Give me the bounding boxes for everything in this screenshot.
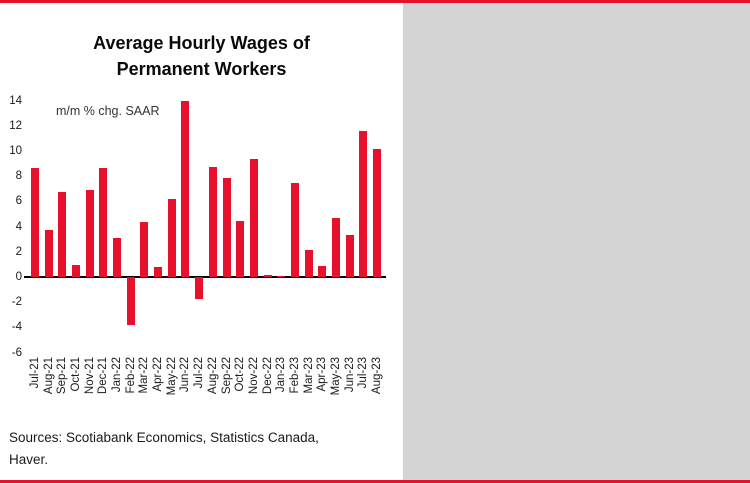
x-tick-label: Jul-22 bbox=[193, 357, 206, 389]
bottom-accent-border bbox=[0, 480, 750, 483]
x-tick-label: Jul-23 bbox=[357, 357, 370, 389]
chart-title: Average Hourly Wages of Permanent Worker… bbox=[0, 30, 403, 82]
bar bbox=[126, 277, 135, 326]
bar bbox=[359, 131, 368, 278]
x-tick-label: Apr-23 bbox=[316, 357, 329, 392]
bar bbox=[208, 166, 217, 278]
y-tick-label: 14 bbox=[9, 94, 22, 107]
x-tick-label: Oct-21 bbox=[69, 357, 82, 392]
y-tick-label: 0 bbox=[15, 270, 22, 283]
x-tick-label: Jan-23 bbox=[275, 357, 288, 393]
x-tick-label: Nov-21 bbox=[83, 357, 96, 395]
bar bbox=[345, 234, 354, 278]
y-tick-label: 6 bbox=[15, 195, 22, 208]
chart-panel: Average Hourly Wages of Permanent Worker… bbox=[0, 3, 403, 480]
y-tick-label: -2 bbox=[11, 296, 22, 309]
x-tick-label: May-22 bbox=[165, 357, 178, 396]
y-tick-label: 10 bbox=[9, 144, 22, 157]
x-tick-label: May-23 bbox=[330, 357, 343, 396]
y-tick-label: 4 bbox=[15, 220, 22, 233]
bar bbox=[140, 221, 149, 278]
x-tick-label: Oct-22 bbox=[234, 357, 247, 392]
x-tick-label: Dec-22 bbox=[261, 357, 274, 395]
x-tick-label: Aug-23 bbox=[371, 357, 384, 395]
y-tick-label: 8 bbox=[15, 170, 22, 183]
x-tick-label: Apr-22 bbox=[152, 357, 165, 392]
x-tick-label: Jan-22 bbox=[110, 357, 123, 393]
bar bbox=[58, 191, 67, 278]
x-tick-label: Aug-22 bbox=[206, 357, 219, 395]
source-line1: Sources: Scotiabank Economics, Statistic… bbox=[9, 430, 319, 445]
bar bbox=[30, 167, 39, 278]
bar bbox=[181, 101, 190, 278]
bar bbox=[222, 177, 231, 278]
x-tick-label: Nov-22 bbox=[247, 357, 260, 395]
chart-title-line1: Average Hourly Wages of bbox=[93, 33, 310, 53]
y-tick-label: -4 bbox=[11, 321, 22, 334]
y-axis: 14 12 10 8 6 4 2 0 -2 -4 -6 bbox=[0, 95, 24, 359]
bar bbox=[85, 190, 94, 278]
x-tick-label: Mar-22 bbox=[138, 357, 151, 394]
bar bbox=[249, 158, 258, 278]
x-tick-label: Jun-23 bbox=[343, 357, 356, 393]
bar bbox=[236, 220, 245, 278]
bar bbox=[373, 148, 382, 278]
bar bbox=[318, 266, 327, 278]
bar bbox=[195, 277, 204, 299]
bar bbox=[291, 182, 299, 278]
x-tick-label: Jun-22 bbox=[179, 357, 192, 393]
bar bbox=[332, 218, 341, 278]
y-tick-label: 2 bbox=[15, 245, 22, 258]
bar bbox=[277, 276, 286, 278]
y-tick-label: 12 bbox=[9, 119, 22, 132]
bar bbox=[99, 167, 108, 278]
x-axis: Jul-21 Aug-21 Sep-21 Oct-21 Nov-21 Dec-21 Jan-… bbox=[28, 357, 384, 419]
x-tick-label: Jul-21 bbox=[28, 357, 41, 389]
bar bbox=[263, 274, 272, 278]
source-note: Sources: Scotiabank Economics, Statistic… bbox=[9, 427, 319, 470]
x-tick-label: Dec-21 bbox=[97, 357, 110, 395]
x-tick-label: Sep-21 bbox=[56, 357, 69, 395]
bar bbox=[71, 264, 80, 278]
plot-area bbox=[24, 101, 386, 353]
zero-line bbox=[24, 276, 386, 279]
bar bbox=[154, 267, 163, 278]
bar bbox=[44, 229, 53, 278]
x-tick-label: Sep-22 bbox=[220, 357, 233, 395]
x-tick-label: Mar-23 bbox=[302, 357, 315, 394]
units-label: m/m % chg. SAAR bbox=[56, 104, 160, 118]
page-background-right bbox=[403, 0, 750, 483]
chart-title-line2: Permanent Workers bbox=[116, 59, 287, 80]
bar bbox=[304, 249, 313, 278]
bar bbox=[167, 199, 176, 278]
x-tick-label: Aug-21 bbox=[42, 357, 55, 395]
source-line2: Haver. bbox=[9, 451, 49, 467]
top-accent-border bbox=[0, 0, 750, 3]
x-tick-label: Feb-23 bbox=[288, 357, 301, 394]
x-tick-label: Feb-22 bbox=[124, 357, 137, 394]
y-tick-label: -6 bbox=[11, 346, 22, 359]
bar bbox=[113, 238, 121, 278]
